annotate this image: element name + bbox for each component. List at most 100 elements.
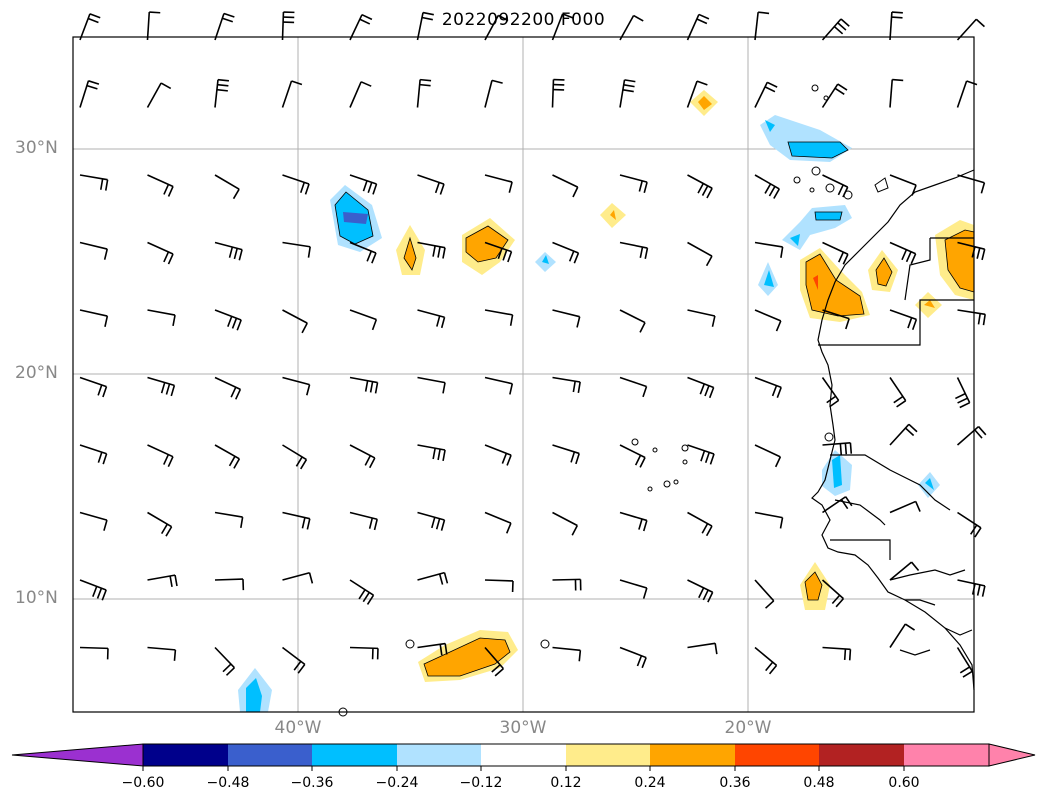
wind-barb-flag [421, 16, 433, 21]
wind-barb-flag [914, 501, 921, 512]
wind-barb [417, 444, 446, 451]
wind-barb-flag [422, 11, 434, 16]
wind-barb [619, 579, 648, 589]
wind-barb-flag [826, 395, 837, 404]
wind-barb-flag [358, 589, 366, 600]
wind-barb [214, 646, 235, 669]
wind-barb-flag [764, 183, 772, 194]
wind-barb-flag [562, 13, 574, 19]
wind-barb-flag [497, 248, 503, 260]
wind-barb [551, 13, 564, 41]
wind-barb-flag [639, 457, 646, 468]
wind-barb-flag [698, 13, 710, 20]
wind-barb [754, 579, 775, 602]
colorbar-tick: −0.60 [121, 775, 165, 791]
wind-barb-flag [497, 14, 509, 22]
wind-barb-flag [701, 185, 709, 196]
wind-barb-flag [977, 313, 981, 325]
lat-label-20n: 20°N [15, 363, 58, 383]
wind-barb [754, 81, 768, 108]
wind-barb-flag [502, 249, 508, 261]
wind-barb [889, 241, 916, 255]
wind-barb-flag [696, 80, 708, 86]
wind-barb [552, 309, 580, 318]
lon-label-20w: 20°W [724, 718, 772, 738]
wind-barb-flag [225, 667, 235, 676]
wind-barb-flag [775, 320, 782, 332]
wind-barb-flag [642, 386, 648, 398]
wind-barb [686, 14, 700, 41]
wind-barb-flag [435, 518, 441, 530]
wind-barb-flag [103, 519, 108, 531]
wind-barb-flag [638, 180, 643, 192]
wind-barb-flag [432, 448, 436, 460]
wind-barb-flag [572, 381, 576, 393]
wind-barb [214, 79, 219, 108]
wind-barb-flag [437, 246, 441, 258]
wind-barb [282, 444, 307, 461]
wind-barb [79, 80, 90, 108]
wind-barb-flag [362, 180, 368, 192]
wind-barb [484, 444, 512, 456]
wind-barb-flag [843, 648, 847, 661]
wind-barb-flag [307, 246, 311, 258]
wind-barb-flag [714, 643, 718, 655]
wind-barb-flag [364, 380, 369, 392]
wind-barb-flag [501, 453, 508, 464]
wind-barb [754, 646, 778, 666]
wind-barb-flag [372, 183, 378, 195]
wind-barb [619, 646, 647, 659]
wind-barb-flag [829, 399, 840, 408]
wind-barb-flag [240, 516, 244, 529]
wind-barb-flag [149, 11, 161, 14]
wind-barb [147, 511, 173, 528]
wind-barb-flag [633, 14, 644, 22]
wind-barb [417, 174, 445, 185]
wind-barb [349, 14, 363, 41]
wind-barb-flag [491, 664, 501, 673]
wind-barb [484, 309, 513, 316]
wind-barb-flag [227, 316, 233, 327]
wind-barb-flag [228, 455, 236, 467]
wind-barb-flag [577, 381, 581, 393]
colorbar-tick: 0.48 [803, 775, 835, 791]
wind-barb-flag [911, 319, 918, 331]
wind-barb-flag [910, 561, 920, 572]
wind-barb-flag [233, 248, 238, 260]
wind-barb-flag [641, 657, 647, 669]
wind-barb-flag [765, 661, 774, 672]
wind-barb [754, 241, 783, 248]
wind-barb-flag [160, 523, 168, 535]
lon-label-40w: 40°W [274, 718, 322, 738]
wind-barb-flag [420, 78, 432, 82]
wind-barb [146, 82, 162, 108]
wind-barb [282, 571, 310, 581]
wind-barb-flag [223, 12, 235, 18]
lon-label-30w: 30°W [499, 718, 547, 738]
wind-barb-flag [295, 456, 303, 467]
wind-barb-flag [705, 255, 713, 267]
wind-barb [889, 423, 910, 446]
wind-barb [687, 579, 714, 593]
wind-barb-flag [361, 13, 373, 21]
wind-barb [889, 623, 907, 648]
wind-barb-flag [442, 247, 446, 259]
wind-barb-flag [439, 183, 445, 195]
wind-barb-flag [436, 315, 441, 327]
colorbar [11, 743, 1036, 771]
wind-barb [349, 646, 379, 650]
wind-barb-flag [764, 86, 776, 93]
wind-barb-flag [160, 82, 172, 90]
wind-barb [79, 579, 107, 591]
wind-barb-flag [644, 247, 649, 260]
wind-barb-flag [494, 668, 504, 677]
wind-barb [349, 174, 377, 185]
colorbar-tick: 0.24 [634, 775, 666, 791]
wind-barb-flag [831, 594, 841, 605]
wind-barb-flag [893, 395, 904, 404]
wind-barb-flag [571, 525, 579, 536]
wind-barb-flag [709, 453, 715, 465]
wind-barb [416, 12, 424, 41]
wind-barb-flag [700, 450, 706, 462]
wind-barb [957, 174, 985, 184]
